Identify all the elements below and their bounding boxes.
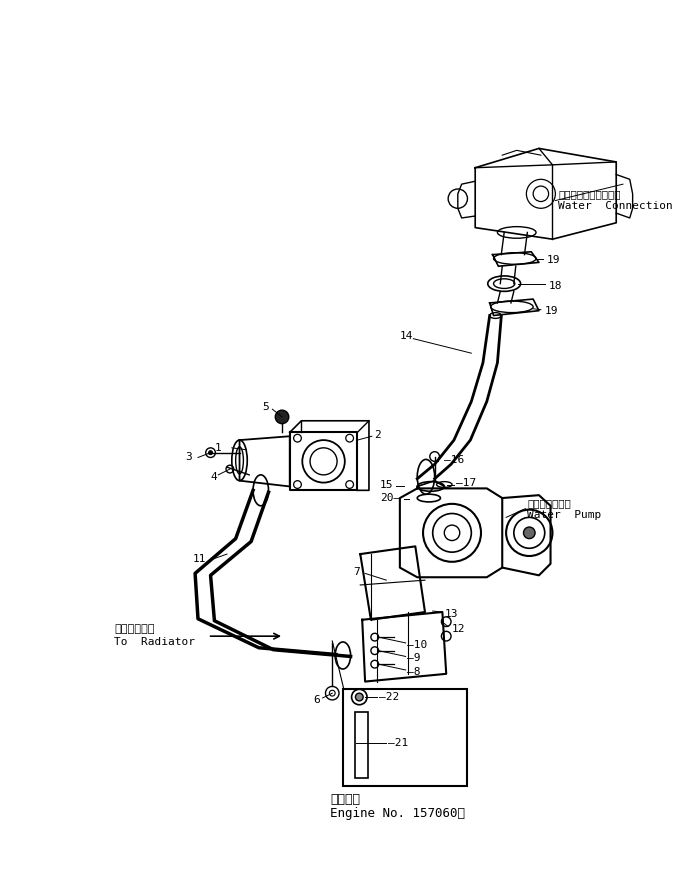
Text: —21: —21: [388, 738, 409, 749]
Text: 2: 2: [374, 431, 380, 440]
Text: 6: 6: [313, 695, 320, 705]
Text: 12: 12: [452, 625, 466, 634]
Text: ラジエータヘ: ラジエータヘ: [114, 625, 155, 634]
Circle shape: [209, 451, 212, 455]
Text: ウォータコネクション: ウォータコネクション: [558, 189, 620, 198]
Text: 20—: 20—: [380, 493, 401, 503]
Text: 7: 7: [353, 567, 360, 578]
Text: 19: 19: [545, 306, 558, 315]
Text: 3: 3: [185, 453, 192, 462]
Text: 19: 19: [547, 255, 560, 266]
Circle shape: [276, 410, 289, 424]
Text: —8: —8: [407, 667, 420, 677]
Text: 1: 1: [214, 443, 221, 453]
Text: 適用号機: 適用号機: [330, 793, 360, 806]
Text: Water  Connection: Water Connection: [558, 201, 673, 212]
Text: 18: 18: [548, 281, 562, 291]
Text: Water  Pump: Water Pump: [527, 510, 602, 520]
Text: Engine No. 157060～: Engine No. 157060～: [330, 807, 465, 820]
Text: —16: —16: [444, 455, 464, 465]
Text: —22: —22: [379, 692, 399, 702]
Circle shape: [523, 527, 535, 539]
Circle shape: [355, 693, 363, 701]
Bar: [355, 712, 368, 778]
Text: ウォータポンプ: ウォータポンプ: [527, 498, 571, 508]
Text: To  Radiator: To Radiator: [114, 637, 195, 647]
Text: 15: 15: [380, 480, 393, 491]
Text: —10: —10: [407, 640, 427, 649]
Text: 11: 11: [193, 554, 207, 563]
Text: 5: 5: [263, 402, 269, 412]
Bar: [343, 689, 466, 786]
Text: 14: 14: [400, 330, 414, 341]
Text: 4: 4: [210, 472, 217, 482]
Text: —9: —9: [407, 653, 420, 664]
Text: 13: 13: [444, 609, 458, 619]
Text: —17: —17: [456, 478, 476, 487]
